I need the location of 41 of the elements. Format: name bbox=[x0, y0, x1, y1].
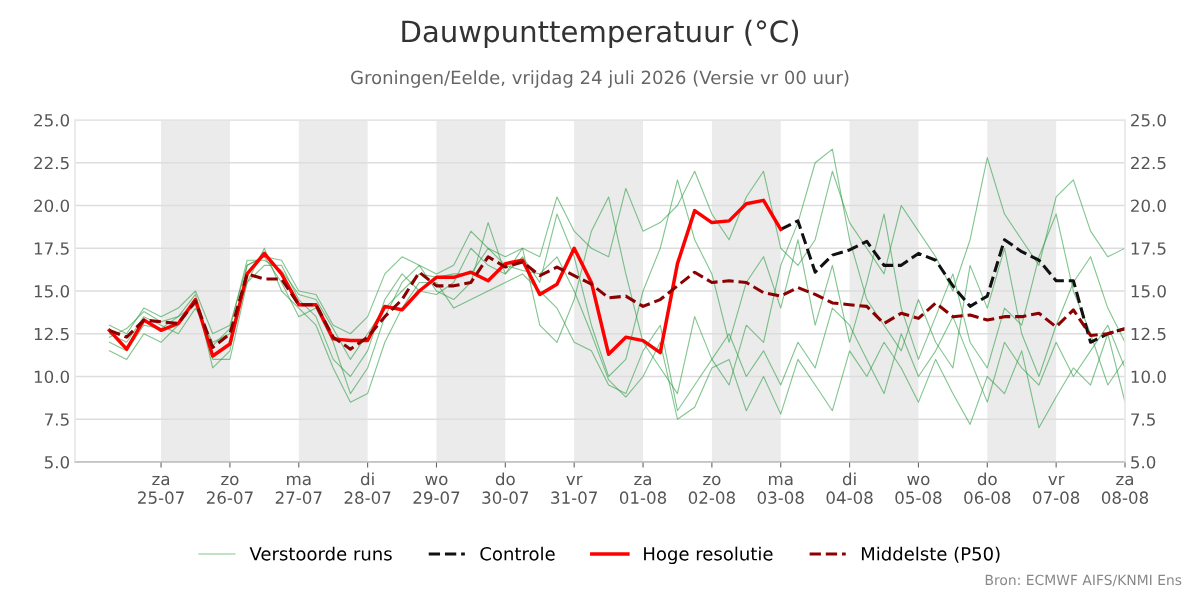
y2-tick-label: 10.0 bbox=[1131, 370, 1166, 384]
x-tick-label: do 06-08 bbox=[964, 472, 1011, 504]
x-tick-label: za 08-08 bbox=[1101, 475, 1149, 504]
y2-tick-label: 7.5 bbox=[1131, 413, 1155, 426]
x-tick-label: vr 31-07 bbox=[551, 475, 597, 504]
y2-tick-label: 25.0 bbox=[1131, 113, 1166, 127]
y-tick-label: 25.0 bbox=[34, 113, 70, 127]
chart-title: Dauwpunttemperatuur (°C) bbox=[402, 19, 799, 49]
x-tick-label: di 04-08 bbox=[826, 472, 873, 504]
y-tick-label: 15.0 bbox=[34, 284, 70, 298]
y-tick-label: 5.0 bbox=[44, 455, 70, 469]
x-tick-label: zo 02-08 bbox=[688, 475, 735, 504]
y2-tick-label: 17.5 bbox=[1131, 242, 1166, 255]
x-tick-label: za 01-08 bbox=[619, 475, 667, 504]
chart-subtitle: Groningen/Eelde, vrijdag 24 juli 2026 (Versie vr 00 uur) bbox=[351, 70, 849, 88]
y2-tick-label: 22.5 bbox=[1131, 156, 1166, 170]
y-tick-label: 22.5 bbox=[34, 156, 69, 170]
y-tick-label: 7.5 bbox=[45, 413, 69, 426]
x-tick-label: wo 29-07 bbox=[413, 475, 460, 504]
legend-label: Middelste (P50) bbox=[861, 546, 1000, 563]
x-tick-label: zo 26-07 bbox=[206, 475, 253, 504]
line-series bbox=[107, 255, 1125, 351]
y-tick-label: 10.0 bbox=[34, 370, 70, 384]
legend-label: Controle bbox=[480, 546, 555, 561]
x-tick-label: ma 03-08 bbox=[757, 475, 804, 504]
x-tick-label: ma 27-07 bbox=[275, 475, 322, 504]
legend-label: Verstoorde runs bbox=[249, 546, 392, 561]
text: Bron: ECMWF AIFS/KNMI Ens bbox=[985, 574, 1182, 587]
legend-label: Hoge resolutie bbox=[644, 546, 773, 565]
y-tick-label: 17.5 bbox=[34, 242, 69, 255]
x-tick-label: vr 07-08 bbox=[1033, 475, 1080, 504]
x-tick-label: za 25-07 bbox=[138, 475, 184, 504]
y2-tick-label: 20.0 bbox=[1131, 199, 1166, 213]
x-tick-label: do 30-07 bbox=[482, 472, 529, 504]
y2-tick-label: 15.0 bbox=[1131, 284, 1166, 298]
x-tick-label: di 28-07 bbox=[344, 472, 391, 504]
y-tick-label: 20.0 bbox=[34, 199, 70, 213]
y2-tick-label: 5.0 bbox=[1131, 455, 1156, 469]
x-tick-label: wo 05-08 bbox=[895, 475, 942, 504]
y2-tick-label: 12.5 bbox=[1131, 327, 1166, 341]
y-tick-label: 12.5 bbox=[34, 327, 69, 341]
